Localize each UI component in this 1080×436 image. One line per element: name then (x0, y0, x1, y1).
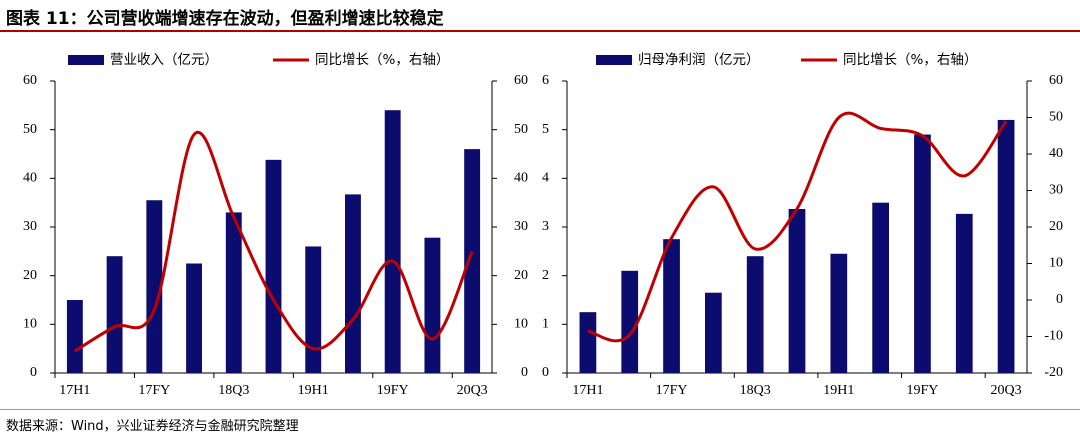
x-tick-label: 19FY (907, 383, 939, 398)
y-tick-label: 50 (23, 122, 37, 137)
bar (106, 256, 123, 373)
y-tick-label: 6 (542, 73, 549, 88)
y2-tick-label: 50 (1049, 110, 1063, 125)
bar (872, 202, 889, 373)
y-tick-label: 30 (23, 219, 37, 234)
bar (621, 270, 639, 373)
y-tick-label: 20 (23, 268, 37, 283)
y-tick-label: 1 (542, 317, 549, 332)
bar (225, 212, 242, 373)
y2-tick-label: 10 (1049, 256, 1063, 271)
y2-tick-label: 40 (514, 171, 528, 186)
legend-label: 营业收入（亿元） (110, 52, 218, 68)
y-tick-label: 40 (23, 171, 37, 186)
bar (997, 119, 1015, 373)
line (587, 111, 1008, 343)
y2-tick-label: -20 (1044, 365, 1063, 380)
y-tick-label: 4 (542, 171, 549, 186)
y2-tick-label: 0 (1056, 292, 1063, 307)
bar (464, 149, 481, 373)
y2-tick-label: 60 (514, 73, 528, 88)
source-note: 数据来源：Wind，兴业证券经济与金融研究院整理 (6, 419, 299, 434)
bar (265, 159, 282, 373)
x-tick-label: 18Q3 (740, 383, 771, 398)
y2-tick-label: 60 (1049, 73, 1063, 88)
bar (955, 213, 973, 373)
y-tick-label: 2 (542, 268, 549, 283)
y2-tick-label: 30 (514, 219, 528, 234)
figure-title: 图表 11：公司营收端增速存在波动，但盈利增速比较稳定 (6, 9, 444, 29)
bar (914, 134, 931, 373)
y2-tick-label: 40 (1049, 146, 1063, 161)
x-tick-label: 17H1 (572, 383, 603, 398)
y-tick-label: 0 (542, 365, 549, 380)
y2-tick-label: 30 (1049, 183, 1063, 198)
legend-label: 归母净利润（亿元） (638, 51, 760, 68)
bar (186, 263, 202, 373)
bar (705, 292, 722, 373)
y-tick-label: 0 (30, 365, 37, 380)
line (74, 130, 474, 353)
bar (830, 253, 848, 373)
x-tick-label: 17FY (656, 383, 688, 398)
bar (146, 200, 163, 373)
bar (66, 300, 83, 373)
y2-tick-label: 0 (521, 365, 528, 380)
bar (746, 256, 764, 373)
bar (663, 239, 680, 373)
legend-label: 同比增长（%，右轴） (843, 52, 977, 68)
y2-tick-label: 50 (514, 122, 528, 137)
y2-tick-label: 20 (1049, 219, 1063, 234)
source-rule (0, 409, 1080, 410)
x-tick-label: 19H1 (823, 383, 854, 398)
bar (384, 110, 401, 373)
x-tick-label: 19FY (377, 383, 409, 398)
x-tick-label: 18Q3 (218, 383, 249, 398)
bar (424, 237, 441, 373)
y2-tick-label: 20 (514, 268, 528, 283)
legend-label: 同比增长（%，右轴） (315, 52, 449, 68)
title-rule (0, 30, 1080, 32)
bar (345, 194, 361, 373)
x-tick-label: 17H1 (59, 383, 90, 398)
x-tick-label: 19H1 (298, 383, 329, 398)
x-tick-label: 17FY (138, 383, 170, 398)
x-tick-label: 20Q3 (991, 383, 1022, 398)
y-tick-label: 10 (23, 317, 37, 332)
y2-tick-label: 10 (514, 317, 528, 332)
bar (579, 312, 597, 373)
y-tick-label: 5 (542, 122, 549, 137)
legend-swatch (596, 55, 632, 65)
legend-swatch (68, 55, 104, 65)
y-tick-label: 3 (542, 219, 549, 234)
y-tick-label: 60 (23, 73, 37, 88)
bar (305, 246, 322, 373)
x-tick-label: 20Q3 (457, 383, 488, 398)
y2-tick-label: -10 (1044, 329, 1063, 344)
bar (788, 208, 806, 373)
